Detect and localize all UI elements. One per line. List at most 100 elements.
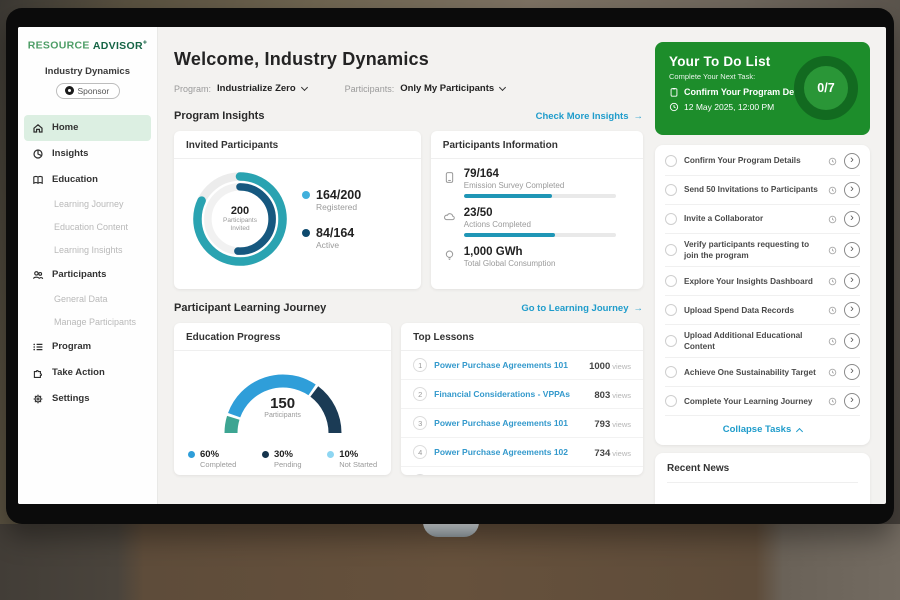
program-insights-title: Program Insights xyxy=(174,110,264,122)
todo-tasks-card: Confirm Your Program Details › Send 50 I… xyxy=(655,145,870,445)
page-title: Welcome, Industry Dynamics xyxy=(174,49,643,70)
clock-icon xyxy=(828,306,837,315)
education-gauge-chart: 150 Participants xyxy=(213,361,353,443)
legend-active: 84/164 Active xyxy=(302,226,361,250)
pending-dot-icon xyxy=(262,451,269,458)
sidebar-item-learning-journey[interactable]: Learning Journey xyxy=(18,193,157,216)
arrow-right-icon: → xyxy=(634,303,644,314)
program-icon xyxy=(32,341,44,353)
sidebar-item-home[interactable]: Home xyxy=(24,115,151,141)
participants-information-card: Participants Information 79/164 Emission… xyxy=(431,131,643,289)
actions-progress-bar xyxy=(464,233,616,237)
task-checkbox[interactable] xyxy=(665,366,677,378)
legend-not-started: 10% Not Started xyxy=(327,449,377,469)
clock-icon xyxy=(828,277,837,286)
task-go-button[interactable]: › xyxy=(844,153,860,169)
collapse-tasks-link[interactable]: Collapse Tasks xyxy=(665,416,860,441)
brand-logo: RESOURCE ADVISOR+ xyxy=(18,39,157,52)
task-checkbox[interactable] xyxy=(665,213,677,225)
gauge-center-value: 150 xyxy=(213,395,353,412)
task-checkbox[interactable] xyxy=(665,244,677,256)
sponsor-badge[interactable]: Sponsor xyxy=(56,83,120,99)
stat-actions-completed: 23/50 Actions Completed xyxy=(431,198,643,237)
education-progress-card: Education Progress 150 Participants xyxy=(174,323,391,475)
clock-icon xyxy=(828,157,837,166)
sidebar-item-education-content[interactable]: Education Content xyxy=(18,216,157,239)
sidebar-item-manage-participants[interactable]: Manage Participants xyxy=(18,311,157,334)
task-row: Invite a Collaborator › xyxy=(665,205,860,234)
lesson-link[interactable]: Power Purchase Agreements 101 xyxy=(434,360,582,370)
monitor-stand xyxy=(423,522,479,537)
legend-completed: 60% Completed xyxy=(188,449,236,469)
sidebar-item-learning-insights[interactable]: Learning Insights xyxy=(18,239,157,262)
sidebar-item-take-action[interactable]: Take Action xyxy=(18,360,157,386)
sidebar-item-general-data[interactable]: General Data xyxy=(18,288,157,311)
sidebar-item-program[interactable]: Program xyxy=(18,334,157,360)
sidebar-item-participants[interactable]: Participants xyxy=(18,262,157,288)
task-go-button[interactable]: › xyxy=(844,302,860,318)
completed-dot-icon xyxy=(188,451,195,458)
sponsor-icon xyxy=(65,86,74,95)
lesson-row: 2 Financial Considerations - VPPAs 803vi… xyxy=(401,380,643,409)
task-go-button[interactable]: › xyxy=(844,182,860,198)
settings-icon xyxy=(32,393,44,405)
task-go-button[interactable]: › xyxy=(844,393,860,409)
insights-icon xyxy=(32,148,44,160)
pinfo-card-title: Participants Information xyxy=(431,131,643,159)
task-go-button[interactable]: › xyxy=(844,364,860,380)
task-go-button[interactable]: › xyxy=(844,333,860,349)
sidebar-item-settings[interactable]: Settings xyxy=(18,386,157,412)
photo-background: RESOURCE ADVISOR+ Industry Dynamics Spon… xyxy=(0,0,900,600)
org-name: Industry Dynamics xyxy=(18,66,157,77)
chevron-down-icon xyxy=(499,83,506,90)
task-checkbox[interactable] xyxy=(665,395,677,407)
legend-pending: 30% Pending xyxy=(262,449,302,469)
task-checkbox[interactable] xyxy=(665,275,677,287)
task-go-button[interactable]: › xyxy=(844,211,860,227)
chevron-down-icon xyxy=(301,83,308,90)
todo-summary-card: Your To Do List Complete Your Next Task:… xyxy=(655,42,870,135)
registered-dot-icon xyxy=(302,191,310,199)
task-go-button[interactable]: › xyxy=(844,242,860,258)
filters-row: Program: Industrialize Zero Participants… xyxy=(174,83,643,94)
actions-icon xyxy=(443,210,456,223)
lesson-link[interactable]: Power Purchase Agreements 102 xyxy=(434,447,587,457)
clipboard-icon xyxy=(669,87,679,97)
task-checkbox[interactable] xyxy=(665,335,677,347)
goto-learning-journey-link[interactable]: Go to Learning Journey → xyxy=(521,303,643,314)
journey-cards-row: Education Progress 150 Participants xyxy=(174,323,643,475)
task-row: Complete Your Learning Journey › xyxy=(665,387,860,416)
check-more-insights-link[interactable]: Check More Insights → xyxy=(536,111,643,122)
sidebar-item-education[interactable]: Education xyxy=(18,167,157,193)
invited-center-value: 200 xyxy=(231,205,249,217)
brand-resource: RESOURCE xyxy=(28,40,90,52)
todo-next-task: Confirm Your Program Details xyxy=(684,87,812,97)
participants-dropdown[interactable]: Participants: Only My Participants xyxy=(345,83,506,94)
lesson-link[interactable]: Financial Considerations - VPPAs xyxy=(434,389,587,399)
active-dot-icon xyxy=(302,229,310,237)
dashboard-screen: RESOURCE ADVISOR+ Industry Dynamics Spon… xyxy=(18,27,886,504)
todo-due-date: 12 May 2025, 12:00 PM xyxy=(684,102,774,112)
arrow-right-icon: → xyxy=(634,111,644,122)
task-row: Upload Additional Educational Content › xyxy=(665,325,860,358)
program-dropdown[interactable]: Program: Industrialize Zero xyxy=(174,83,307,94)
task-checkbox[interactable] xyxy=(665,304,677,316)
task-checkbox[interactable] xyxy=(665,155,677,167)
lesson-link[interactable]: Power Purchase Agreements 101 xyxy=(434,418,587,428)
rank-badge: 1 xyxy=(413,358,427,372)
lesson-row: 1 Power Purchase Agreements 101 1000view… xyxy=(401,351,643,380)
sponsor-label: Sponsor xyxy=(78,86,110,96)
monitor-frame: RESOURCE ADVISOR+ Industry Dynamics Spon… xyxy=(6,8,894,524)
learning-journey-header: Participant Learning Journey Go to Learn… xyxy=(174,302,643,314)
rank-badge: 2 xyxy=(413,387,427,401)
insights-cards-row: Invited Participants xyxy=(174,131,643,289)
sidebar-nav: Home Insights Education Learning Journey… xyxy=(18,115,157,412)
clock-icon xyxy=(828,215,837,224)
task-go-button[interactable]: › xyxy=(844,273,860,289)
brand-advisor: ADVISOR+ xyxy=(93,40,147,52)
sidebar-item-insights[interactable]: Insights xyxy=(18,141,157,167)
home-icon xyxy=(32,122,44,134)
clock-icon xyxy=(828,337,837,346)
sidebar: RESOURCE ADVISOR+ Industry Dynamics Spon… xyxy=(18,27,158,504)
task-checkbox[interactable] xyxy=(665,184,677,196)
